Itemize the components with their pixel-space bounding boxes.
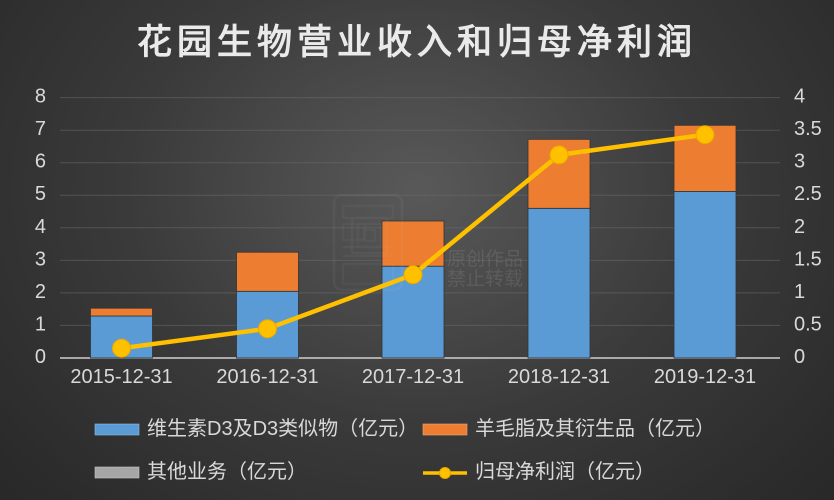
svg-text:7: 7	[35, 118, 46, 140]
svg-text:5: 5	[35, 183, 46, 205]
svg-text:3: 3	[794, 151, 805, 173]
svg-text:2.5: 2.5	[794, 183, 822, 205]
svg-text:归母净利润（亿元）: 归母净利润（亿元）	[475, 460, 655, 483]
svg-text:3: 3	[35, 248, 46, 270]
svg-text:原创作品: 原创作品	[447, 248, 523, 270]
svg-text:2015-12-31: 2015-12-31	[70, 366, 172, 388]
svg-text:2018-12-31: 2018-12-31	[508, 366, 610, 388]
svg-text:2: 2	[794, 216, 805, 238]
svg-text:2: 2	[35, 281, 46, 303]
svg-text:0: 0	[794, 346, 805, 368]
svg-text:禁止转载: 禁止转载	[447, 268, 523, 290]
svg-text:维生素D3及D3类似物（亿元）: 维生素D3及D3类似物（亿元）	[147, 417, 418, 440]
svg-text:1: 1	[794, 281, 805, 303]
svg-text:0: 0	[35, 346, 46, 368]
svg-text:3.5: 3.5	[794, 118, 822, 140]
svg-text:2016-12-31: 2016-12-31	[216, 366, 318, 388]
svg-text:4: 4	[35, 216, 46, 238]
svg-text:8: 8	[35, 86, 46, 108]
svg-text:1.5: 1.5	[794, 248, 822, 270]
svg-text:羊毛脂及其衍生品（亿元）: 羊毛脂及其衍生品（亿元）	[475, 417, 715, 440]
svg-text:2017-12-31: 2017-12-31	[362, 366, 464, 388]
svg-text:2019-12-31: 2019-12-31	[654, 366, 756, 388]
svg-text:1: 1	[35, 313, 46, 335]
svg-text:0.5: 0.5	[794, 313, 822, 335]
svg-text:4: 4	[794, 86, 805, 108]
svg-text:6: 6	[35, 151, 46, 173]
svg-text:其他业务（亿元）: 其他业务（亿元）	[147, 460, 307, 483]
